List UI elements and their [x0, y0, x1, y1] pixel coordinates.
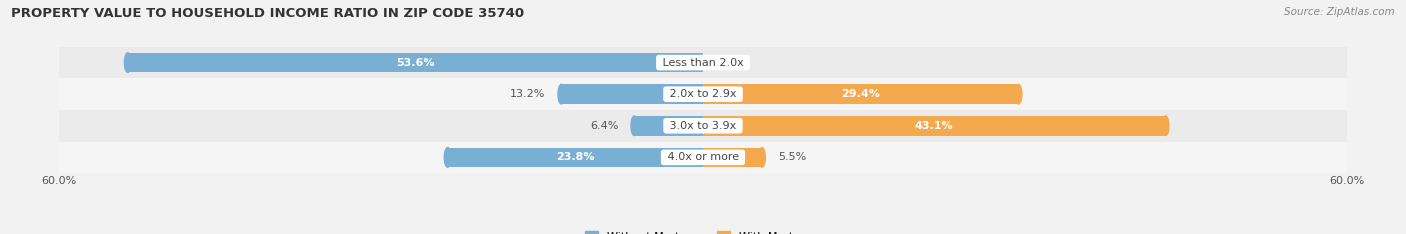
- Text: 3.0x to 3.9x: 3.0x to 3.9x: [666, 121, 740, 131]
- Bar: [561, 84, 703, 104]
- Bar: [703, 148, 762, 167]
- Text: 5.5%: 5.5%: [778, 152, 807, 162]
- Bar: [703, 116, 1166, 135]
- Circle shape: [759, 148, 765, 167]
- Bar: [634, 116, 703, 135]
- Circle shape: [444, 148, 451, 167]
- Text: 2.0x to 2.9x: 2.0x to 2.9x: [666, 89, 740, 99]
- Bar: [59, 110, 1347, 142]
- Circle shape: [631, 116, 638, 135]
- Circle shape: [558, 84, 565, 104]
- Text: 43.1%: 43.1%: [915, 121, 953, 131]
- Text: Source: ZipAtlas.com: Source: ZipAtlas.com: [1284, 7, 1395, 17]
- Bar: [128, 53, 703, 72]
- Text: 13.2%: 13.2%: [510, 89, 546, 99]
- Bar: [703, 84, 1018, 104]
- Text: 29.4%: 29.4%: [841, 89, 880, 99]
- Text: 6.4%: 6.4%: [591, 121, 619, 131]
- Text: 53.6%: 53.6%: [396, 58, 434, 68]
- Text: Less than 2.0x: Less than 2.0x: [659, 58, 747, 68]
- Text: 4.0x or more: 4.0x or more: [664, 152, 742, 162]
- Legend: Without Mortgage, With Mortgage: Without Mortgage, With Mortgage: [581, 227, 825, 234]
- Bar: [59, 78, 1347, 110]
- Circle shape: [124, 53, 131, 72]
- Circle shape: [1163, 116, 1168, 135]
- Text: PROPERTY VALUE TO HOUSEHOLD INCOME RATIO IN ZIP CODE 35740: PROPERTY VALUE TO HOUSEHOLD INCOME RATIO…: [11, 7, 524, 20]
- Circle shape: [1015, 84, 1022, 104]
- Bar: [447, 148, 703, 167]
- Bar: [59, 47, 1347, 78]
- Text: 23.8%: 23.8%: [555, 152, 595, 162]
- Bar: [59, 142, 1347, 173]
